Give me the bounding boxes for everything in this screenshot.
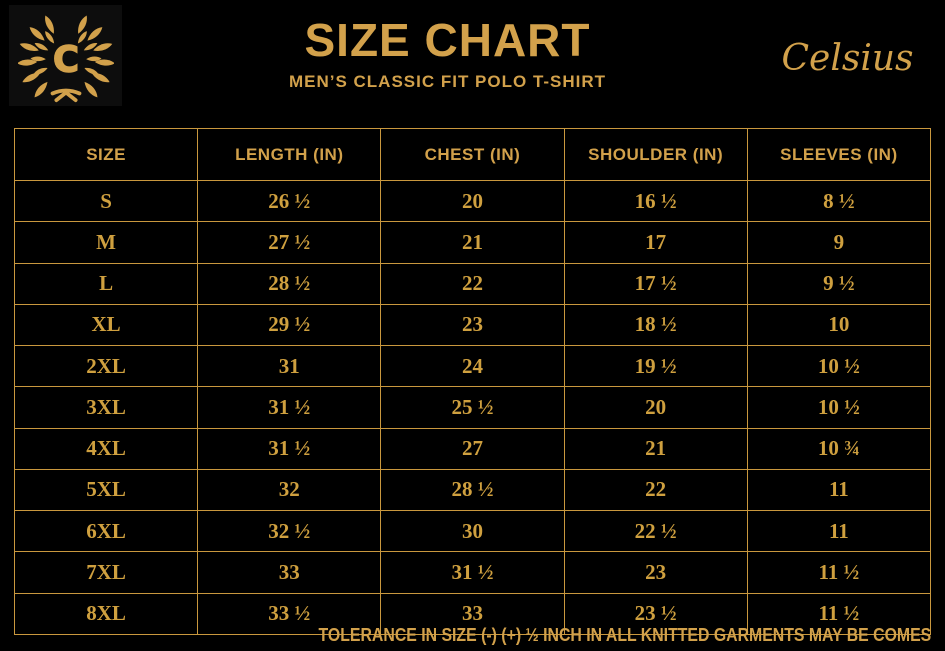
measurement-cell: 18 ½ bbox=[563, 303, 748, 347]
measurement-cell: 20 bbox=[380, 179, 565, 223]
brand-logo: C bbox=[9, 5, 122, 106]
measurement-cell: 28 ½ bbox=[197, 262, 382, 305]
measurement-cell: 9 bbox=[746, 221, 932, 264]
table-row: 7XL 33 31 ½ 23 11 ½ bbox=[13, 551, 932, 594]
measurement-cell: 10 ½ bbox=[746, 386, 932, 429]
logo-letter: C bbox=[52, 39, 78, 80]
measurement-cell: 27 ½ bbox=[197, 221, 382, 264]
measurement-cell: 29 ½ bbox=[197, 303, 382, 347]
measurement-cell: 31 ½ bbox=[197, 386, 382, 429]
measurement-cell: 23 bbox=[380, 303, 565, 347]
column-header: SHOULDER (IN) bbox=[563, 128, 748, 181]
measurement-cell: 30 bbox=[380, 510, 565, 553]
table-row: 8XL 33 ½ 33 23 ½ 11 ½ bbox=[13, 592, 932, 636]
measurement-cell: 31 ½ bbox=[380, 551, 565, 594]
table-row: 2XL 31 24 19 ½ 10 ½ bbox=[13, 345, 932, 388]
measurement-cell: 31 ½ bbox=[197, 427, 382, 470]
measurement-cell: 10 ¾ bbox=[746, 427, 932, 470]
table-row: 5XL 32 28 ½ 22 11 bbox=[13, 468, 932, 512]
size-cell: S bbox=[13, 179, 199, 223]
measurement-cell: 24 bbox=[380, 345, 565, 388]
table-row: 4XL 31 ½ 27 21 10 ¾ bbox=[13, 427, 932, 470]
measurement-cell: 32 ½ bbox=[197, 510, 382, 553]
page-title: SIZE CHART bbox=[304, 14, 591, 66]
measurement-cell: 16 ½ bbox=[563, 179, 748, 223]
header-title-block: SIZE CHART MEN’S CLASSIC FIT POLO T-SHIR… bbox=[150, 16, 745, 92]
measurement-cell: 8 ½ bbox=[746, 179, 932, 223]
measurement-cell: 11 bbox=[746, 468, 932, 512]
measurement-cell: 21 bbox=[563, 427, 748, 470]
header-row: SIZE LENGTH (IN) CHEST (IN) SHOULDER (IN) SL… bbox=[13, 128, 932, 181]
size-table-head: SIZE LENGTH (IN) CHEST (IN) SHOULDER (IN) SL… bbox=[13, 128, 932, 181]
measurement-cell: 22 bbox=[563, 468, 748, 512]
column-header: CHEST (IN) bbox=[380, 128, 565, 181]
size-cell: 8XL bbox=[13, 592, 199, 636]
measurement-cell: 28 ½ bbox=[380, 468, 565, 512]
page-subtitle: MEN’S CLASSIC FIT POLO T-SHIRT bbox=[288, 72, 607, 92]
measurement-cell: 10 ½ bbox=[746, 345, 932, 388]
measurement-cell: 10 bbox=[746, 303, 932, 347]
measurement-cell: 21 bbox=[380, 221, 565, 264]
measurement-cell: 31 bbox=[197, 345, 382, 388]
measurement-cell: 11 ½ bbox=[746, 592, 932, 636]
brand-wordmark: Celsius bbox=[781, 38, 914, 79]
measurement-cell: 9 ½ bbox=[746, 262, 932, 305]
measurement-cell: 33 bbox=[197, 551, 382, 594]
size-cell: 7XL bbox=[13, 551, 199, 594]
size-chart-table: SIZE LENGTH (IN) CHEST (IN) SHOULDER (IN) SL… bbox=[13, 128, 932, 636]
measurement-cell: 25 ½ bbox=[380, 386, 565, 429]
measurement-cell: 27 bbox=[380, 427, 565, 470]
table-row: 3XL 31 ½ 25 ½ 20 10 ½ bbox=[13, 386, 932, 429]
measurement-cell: 33 ½ bbox=[197, 592, 382, 636]
measurement-cell: 23 ½ bbox=[563, 592, 748, 636]
measurement-cell: 22 bbox=[380, 262, 565, 305]
measurement-cell: 33 bbox=[380, 592, 565, 636]
measurement-cell: 17 bbox=[563, 221, 748, 264]
size-cell: 5XL bbox=[13, 468, 199, 512]
measurement-cell: 17 ½ bbox=[563, 262, 748, 305]
measurement-cell: 23 bbox=[563, 551, 748, 594]
size-cell: 6XL bbox=[13, 510, 199, 553]
size-cell: 3XL bbox=[13, 386, 199, 429]
column-header: SLEEVES (IN) bbox=[746, 128, 932, 181]
table-row: XL 29 ½ 23 18 ½ 10 bbox=[13, 303, 932, 347]
size-cell: L bbox=[13, 262, 199, 305]
measurement-cell: 22 ½ bbox=[563, 510, 748, 553]
measurement-cell: 32 bbox=[197, 468, 382, 512]
size-cell: XL bbox=[13, 303, 199, 347]
measurement-cell: 26 ½ bbox=[197, 179, 382, 223]
column-header: SIZE bbox=[13, 128, 199, 181]
measurement-cell: 11 bbox=[746, 510, 932, 553]
size-cell: M bbox=[13, 221, 199, 264]
column-header: LENGTH (IN) bbox=[197, 128, 382, 181]
size-cell: 2XL bbox=[13, 345, 199, 388]
measurement-cell: 11 ½ bbox=[746, 551, 932, 594]
measurement-cell: 19 ½ bbox=[563, 345, 748, 388]
measurement-cell: 20 bbox=[563, 386, 748, 429]
table-row: 6XL 32 ½ 30 22 ½ 11 bbox=[13, 510, 932, 553]
tolerance-note: TOLERANCE IN SIZE (-) (+) ½ INCH IN ALL … bbox=[318, 625, 931, 645]
laurel-wreath-icon: C bbox=[17, 13, 114, 102]
table-row: M 27 ½ 21 17 9 bbox=[13, 221, 932, 264]
size-cell: 4XL bbox=[13, 427, 199, 470]
